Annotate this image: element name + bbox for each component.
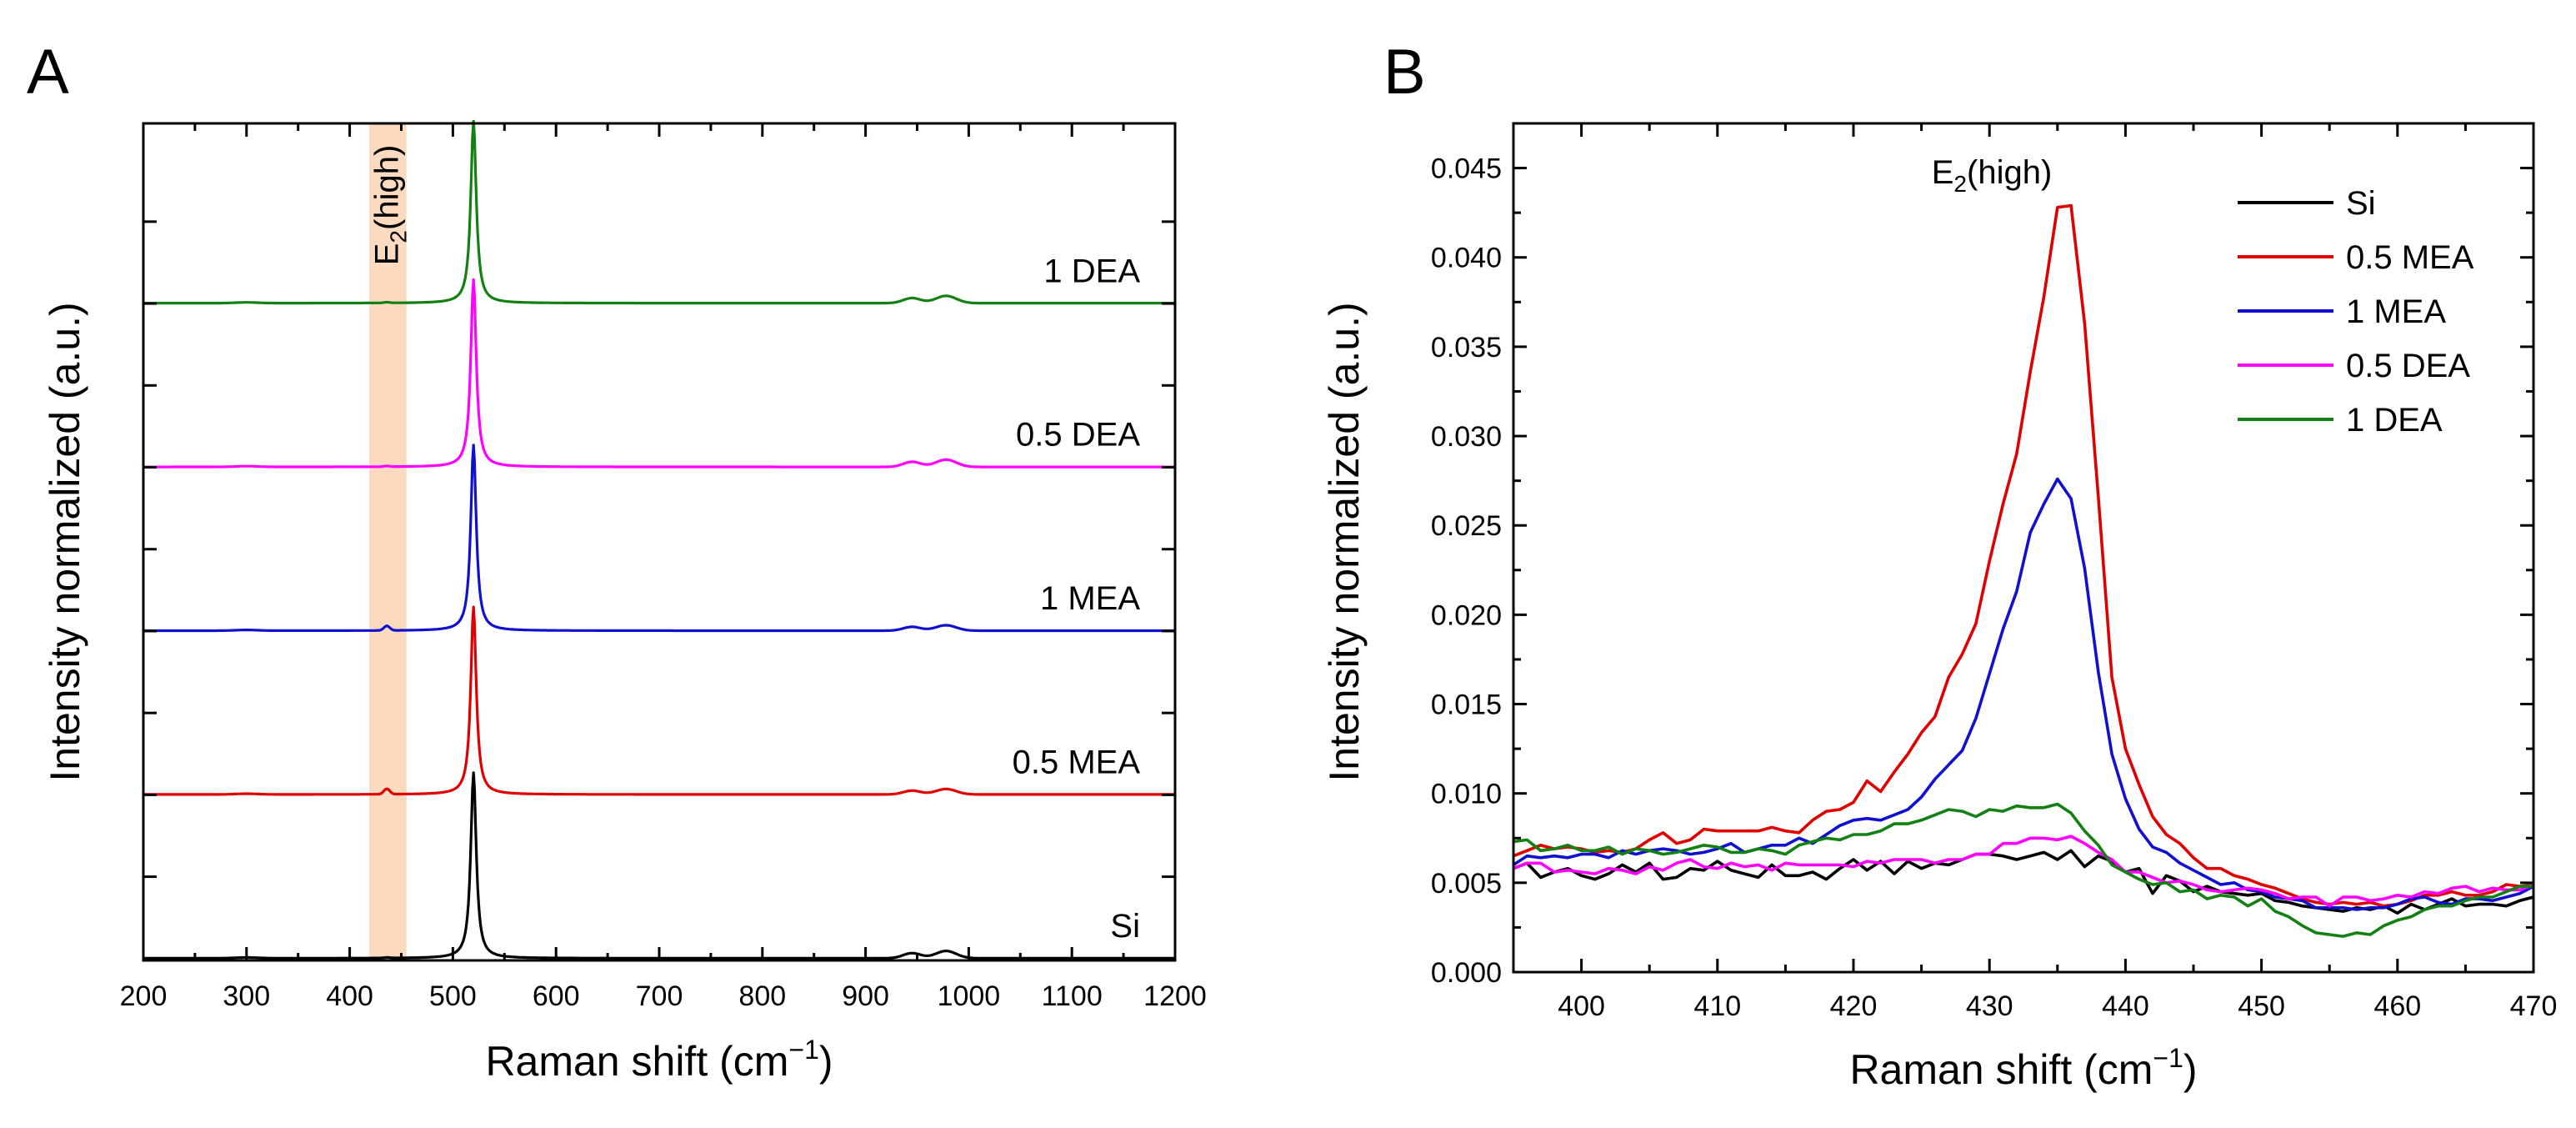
x-tick-label-400: 400: [1558, 990, 1605, 1022]
panel-a-chart: E2(high) Si 0.5 MEA 1 MEA 0.5 DEA 1 DEA 200 3…: [42, 119, 1207, 1085]
panel-b-legend: Si 0.5 MEA 1 MEA 0.5 DEA 1 DEA: [2238, 185, 2474, 439]
trace-b-1-dea: [1513, 802, 2533, 938]
y-tick-label: 0.000: [1431, 957, 1502, 989]
x-tick-label-410: 410: [1693, 990, 1741, 1022]
panel-b-plot-frame: [1512, 122, 2535, 974]
x-tick-label-460: 460: [2373, 990, 2421, 1022]
trace-0-5-mea: [143, 605, 1176, 796]
legend-label-0-5-dea: 0.5 DEA: [2346, 348, 2470, 384]
y-tick-label: 0.005: [1431, 868, 1502, 900]
panel-a-ticks: 200 300 400 500 600 700 800 900 1000 1100 1200: [120, 123, 1207, 1012]
x-tick-label-800: 800: [738, 980, 786, 1012]
x-tick-label-1200: 1200: [1143, 980, 1207, 1012]
trace-0-5-dea: [143, 278, 1176, 469]
trace-b-0-5-mea: [1513, 203, 2534, 908]
panel-b-e2-high-annotation: E2(high): [1932, 154, 2053, 197]
x-tick-label-600: 600: [533, 980, 580, 1012]
y-tick-label: 0.035: [1431, 332, 1502, 363]
panel-a-y-axis-label: Intensity normalized (a.u.): [42, 302, 88, 781]
x-tick-label-500: 500: [429, 980, 477, 1012]
trace-si: [143, 771, 1176, 960]
trace-label-1-mea: 1 MEA: [1040, 580, 1140, 617]
panel-b-y-axis-label: Intensity normalized (a.u.): [1321, 302, 1368, 781]
panel-a-x-axis-label: Raman shift (cm−1): [485, 1035, 833, 1085]
panel-b-ticks: 400 410 420 430 440 450 460 470 0.000 0.005 0.010 0…: [1431, 123, 2557, 1022]
x-tick-label-430: 430: [1966, 990, 2013, 1022]
x-tick-label-420: 420: [1830, 990, 1878, 1022]
trace-1-dea: [143, 119, 1176, 305]
trace-1-mea: [143, 444, 1176, 633]
legend-label-1-dea: 1 DEA: [2346, 402, 2443, 439]
x-tick-label-440: 440: [2102, 990, 2149, 1022]
panel-a-traces: [143, 119, 1176, 960]
x-tick-label-1000: 1000: [938, 980, 1001, 1012]
x-tick-label-900: 900: [842, 980, 889, 1012]
legend-label-1-mea: 1 MEA: [2346, 293, 2446, 330]
y-tick-label: 0.015: [1431, 689, 1502, 721]
trace-label-0-5-mea: 0.5 MEA: [1013, 744, 1141, 781]
x-tick-label-400: 400: [326, 980, 373, 1012]
x-tick-label-200: 200: [120, 980, 168, 1012]
trace-b-0-5-dea: [1513, 835, 2534, 908]
legend-label-si: Si: [2346, 185, 2376, 222]
y-tick-label: 0.040: [1431, 243, 1502, 274]
panel-b-chart: 400 410 420 430 440 450 460 470 0.000 0.005 0.010 0…: [1321, 122, 2557, 1093]
e2-high-band: [369, 123, 407, 960]
y-tick-label: 0.045: [1431, 153, 1502, 185]
panel-a-plot-frame: [142, 122, 1177, 962]
panel-a-trace-labels: Si 0.5 MEA 1 MEA 0.5 DEA 1 DEA: [1013, 253, 1141, 945]
panel-b-x-axis-label: Raman shift (cm−1): [1849, 1043, 2197, 1093]
legend-label-0-5-mea: 0.5 MEA: [2346, 239, 2474, 276]
y-tick-label: 0.010: [1431, 779, 1502, 810]
x-tick-label-300: 300: [223, 980, 270, 1012]
panel-b-traces: [1513, 203, 2534, 938]
x-tick-label-700: 700: [636, 980, 683, 1012]
trace-label-si: Si: [1110, 908, 1140, 945]
panel-label-a: A: [27, 37, 69, 108]
trace-label-1-dea: 1 DEA: [1043, 253, 1140, 289]
e2-high-band-label: E2(high): [368, 145, 411, 266]
trace-label-0-5-dea: 0.5 DEA: [1016, 417, 1140, 454]
x-tick-label-450: 450: [2238, 990, 2285, 1022]
trace-b-1-mea: [1513, 477, 2534, 911]
panel-label-b: B: [1383, 37, 1426, 108]
x-tick-label-470: 470: [2510, 990, 2558, 1022]
x-tick-label-1100: 1100: [1042, 980, 1103, 1012]
y-tick-label: 0.025: [1431, 510, 1502, 542]
y-tick-label: 0.030: [1431, 421, 1502, 453]
y-tick-label: 0.020: [1431, 599, 1502, 631]
